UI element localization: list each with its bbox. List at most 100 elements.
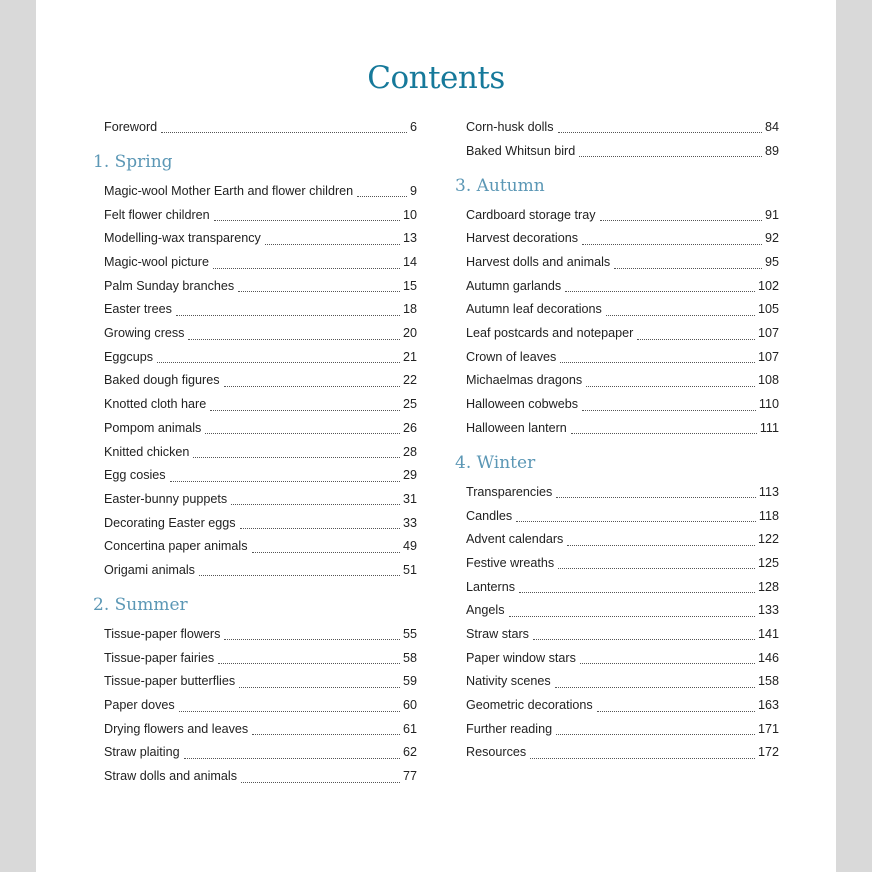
- dot-leader: [161, 132, 407, 134]
- entry-title: Tissue-paper butterflies: [104, 674, 236, 689]
- entry-title: Resources: [466, 745, 527, 760]
- toc-entry: Leaf postcards and notepaper 107: [466, 321, 779, 345]
- page-number: 13: [402, 231, 417, 246]
- dot-leader: [198, 575, 400, 577]
- page-number: 89: [764, 143, 779, 158]
- dot-leader: [357, 196, 407, 198]
- entry-title: Baked dough figures: [104, 373, 220, 388]
- page-number: 55: [402, 626, 417, 641]
- dot-leader: [614, 267, 762, 269]
- dot-leader: [508, 615, 755, 617]
- page-title: Contents: [367, 60, 505, 96]
- toc-entry: Decorating Easter eggs 33: [104, 511, 417, 535]
- page-number: 102: [757, 278, 779, 293]
- toc-left-column: Foreword 6 1. Spring Magic-wool Mother Eart…: [93, 115, 417, 788]
- entry-title: Modelling-wax transparency: [104, 231, 261, 246]
- entry-title: Advent calendars: [466, 532, 564, 547]
- dot-leader: [213, 267, 400, 269]
- dot-leader: [599, 220, 762, 222]
- dot-leader: [565, 291, 755, 293]
- entry-title: Concertina paper animals: [104, 539, 248, 554]
- entry-title: Drying flowers and leaves: [104, 721, 249, 736]
- entry-title: Straw dolls and animals: [104, 769, 237, 784]
- entry-title: Decorating Easter eggs: [104, 515, 236, 530]
- page-number: 125: [757, 555, 779, 570]
- page-number: 49: [402, 539, 417, 554]
- toc-entry: Foreword 6: [104, 115, 417, 139]
- toc-entry: Corn-husk dolls 84: [466, 115, 779, 139]
- dot-leader: [183, 757, 400, 759]
- book-page: Contents Foreword 6 1. Spring Magic-wool Mo…: [36, 0, 836, 872]
- dot-leader: [241, 781, 400, 783]
- entry-title: Transparencies: [466, 484, 553, 499]
- entry-title: Geometric decorations: [466, 698, 593, 713]
- toc-entry: Candles 118: [466, 504, 779, 528]
- dot-leader: [558, 568, 755, 570]
- toc-entry: Modelling-wax transparency 13: [104, 227, 417, 251]
- entry-title: Egg cosies: [104, 468, 166, 483]
- dot-leader: [169, 480, 400, 482]
- page-number: 10: [402, 207, 417, 222]
- entry-title: Easter trees: [104, 302, 172, 317]
- toc-entry: Halloween cobwebs 110: [466, 392, 779, 416]
- entry-title: Autumn garlands: [466, 278, 562, 293]
- page-number: 61: [402, 721, 417, 736]
- toc-entry: Further reading 171: [466, 717, 779, 741]
- section-heading: 1. Spring: [93, 151, 173, 172]
- dot-leader: [205, 433, 400, 435]
- toc-entry: Paper doves 60: [104, 693, 417, 717]
- page-number: 59: [402, 674, 417, 689]
- page-number: 25: [402, 397, 417, 412]
- toc-entry: Knitted chicken 28: [104, 440, 417, 464]
- dot-leader: [554, 686, 755, 688]
- toc-entry: Egg cosies 29: [104, 463, 417, 487]
- page-number: 29: [402, 468, 417, 483]
- entry-title: Cardboard storage tray: [466, 207, 596, 222]
- entry-title: Further reading: [466, 721, 553, 736]
- entry-title: Crown of leaves: [466, 349, 557, 364]
- toc-entry: Geometric decorations 163: [466, 693, 779, 717]
- page-number: 128: [757, 579, 779, 594]
- toc-entry: Tissue-paper fairies 58: [104, 646, 417, 670]
- toc-entry: Knotted cloth hare 25: [104, 392, 417, 416]
- page-number: 18: [402, 302, 417, 317]
- dot-leader: [223, 385, 400, 387]
- dot-leader: [239, 686, 400, 688]
- dot-leader: [586, 385, 755, 387]
- entry-title: Knitted chicken: [104, 444, 190, 459]
- page-number: 141: [757, 626, 779, 641]
- page-number: 9: [409, 183, 417, 198]
- toc-entry: Nativity scenes 158: [466, 669, 779, 693]
- entry-title: Michaelmas dragons: [466, 373, 583, 388]
- entry-title: Origami animals: [104, 562, 195, 577]
- entry-title: Candles: [466, 508, 513, 523]
- entry-title: Autumn leaf decorations: [466, 302, 602, 317]
- entry-title: Leaf postcards and notepaper: [466, 326, 634, 341]
- toc-entry: Halloween lantern 111: [466, 416, 779, 440]
- page-number: 113: [758, 484, 779, 499]
- dot-leader: [582, 243, 762, 245]
- page-number: 146: [757, 650, 779, 665]
- toc-entry: Baked Whitsun bird 89: [466, 139, 779, 163]
- toc-entry: Transparencies 113: [466, 480, 779, 504]
- dot-leader: [188, 338, 400, 340]
- dot-leader: [532, 639, 755, 641]
- page-number: 118: [758, 508, 779, 523]
- page-number: 21: [402, 349, 417, 364]
- dot-leader: [557, 132, 762, 134]
- entry-title: Pompom animals: [104, 420, 202, 435]
- entry-title: Tissue-paper flowers: [104, 626, 221, 641]
- dot-leader: [251, 551, 400, 553]
- page-number: 158: [757, 674, 779, 689]
- page-number: 26: [402, 420, 417, 435]
- dot-leader: [213, 220, 400, 222]
- entry-title: Halloween lantern: [466, 420, 567, 435]
- page-number: 95: [764, 255, 779, 270]
- toc-entry: Easter trees 18: [104, 298, 417, 322]
- page-number: 77: [402, 769, 417, 784]
- page-number: 22: [402, 373, 417, 388]
- entry-title: Felt flower children: [104, 207, 210, 222]
- dot-leader: [193, 457, 400, 459]
- dot-leader: [567, 544, 755, 546]
- dot-leader: [238, 291, 400, 293]
